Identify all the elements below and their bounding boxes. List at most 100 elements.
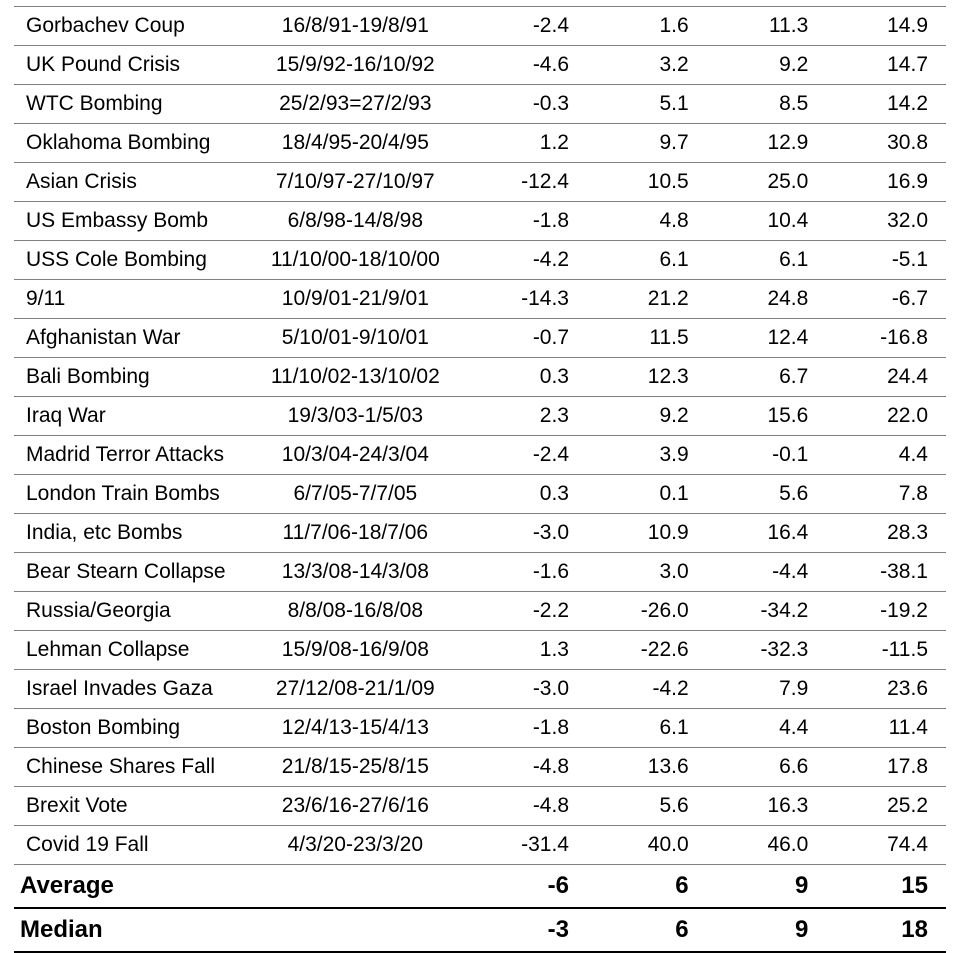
table-row: 9/1110/9/01-21/9/01-14.321.224.8-6.7 [14, 280, 946, 319]
summary-value: 6 [587, 865, 707, 909]
summary-value: 15 [826, 865, 946, 909]
value-cell: 3.0 [587, 553, 707, 592]
summary-label: Average [14, 865, 243, 909]
date-cell: 21/8/15-25/8/15 [243, 748, 467, 787]
date-cell: 16/8/91-19/8/91 [243, 7, 467, 46]
value-cell: -1.6 [467, 553, 587, 592]
value-cell: 1.6 [587, 7, 707, 46]
value-cell: -0.1 [707, 436, 827, 475]
value-cell: 6.7 [707, 358, 827, 397]
value-cell: 46.0 [707, 826, 827, 865]
events-table: Gorbachev Coup16/8/91-19/8/91-2.41.611.3… [14, 6, 946, 953]
value-cell: 11.5 [587, 319, 707, 358]
value-cell: 40.0 [587, 826, 707, 865]
value-cell: -6.7 [826, 280, 946, 319]
table-row: UK Pound Crisis15/9/92-16/10/92-4.63.29.… [14, 46, 946, 85]
summary-value: 9 [707, 908, 827, 952]
value-cell: 8.5 [707, 85, 827, 124]
summary-row: Average-66915 [14, 865, 946, 909]
event-cell: Chinese Shares Fall [14, 748, 243, 787]
date-cell: 15/9/08-16/9/08 [243, 631, 467, 670]
value-cell: -12.4 [467, 163, 587, 202]
value-cell: 12.3 [587, 358, 707, 397]
table-row: Russia/Georgia8/8/08-16/8/08-2.2-26.0-34… [14, 592, 946, 631]
table-row: Oklahoma Bombing18/4/95-20/4/951.29.712.… [14, 124, 946, 163]
event-cell: Israel Invades Gaza [14, 670, 243, 709]
date-cell: 19/3/03-1/5/03 [243, 397, 467, 436]
value-cell: 30.8 [826, 124, 946, 163]
event-cell: UK Pound Crisis [14, 46, 243, 85]
date-cell: 11/10/00-18/10/00 [243, 241, 467, 280]
table-row: Afghanistan War5/10/01-9/10/01-0.711.512… [14, 319, 946, 358]
event-cell: Bali Bombing [14, 358, 243, 397]
value-cell: -5.1 [826, 241, 946, 280]
table-row: WTC Bombing25/2/93=27/2/93-0.35.18.514.2 [14, 85, 946, 124]
value-cell: -11.5 [826, 631, 946, 670]
value-cell: -4.8 [467, 787, 587, 826]
value-cell: 16.9 [826, 163, 946, 202]
event-cell: Madrid Terror Attacks [14, 436, 243, 475]
value-cell: 3.9 [587, 436, 707, 475]
value-cell: 17.8 [826, 748, 946, 787]
value-cell: 23.6 [826, 670, 946, 709]
event-cell: Bear Stearn Collapse [14, 553, 243, 592]
value-cell: -38.1 [826, 553, 946, 592]
value-cell: 16.4 [707, 514, 827, 553]
summary-row: Median-36918 [14, 908, 946, 952]
table-row: Covid 19 Fall4/3/20-23/3/20-31.440.046.0… [14, 826, 946, 865]
value-cell: 74.4 [826, 826, 946, 865]
value-cell: 9.7 [587, 124, 707, 163]
value-cell: 32.0 [826, 202, 946, 241]
value-cell: 5.6 [587, 787, 707, 826]
value-cell: -1.8 [467, 709, 587, 748]
date-cell: 4/3/20-23/3/20 [243, 826, 467, 865]
value-cell: 25.2 [826, 787, 946, 826]
value-cell: 15.6 [707, 397, 827, 436]
table-row: Iraq War19/3/03-1/5/032.39.215.622.0 [14, 397, 946, 436]
value-cell: 2.3 [467, 397, 587, 436]
value-cell: 11.3 [707, 7, 827, 46]
value-cell: 10.9 [587, 514, 707, 553]
value-cell: 6.1 [707, 241, 827, 280]
event-cell: Brexit Vote [14, 787, 243, 826]
value-cell: -2.4 [467, 436, 587, 475]
value-cell: -4.2 [467, 241, 587, 280]
date-cell: 23/6/16-27/6/16 [243, 787, 467, 826]
event-cell: London Train Bombs [14, 475, 243, 514]
event-cell: US Embassy Bomb [14, 202, 243, 241]
value-cell: -2.2 [467, 592, 587, 631]
date-cell: 6/8/98-14/8/98 [243, 202, 467, 241]
value-cell: 11.4 [826, 709, 946, 748]
value-cell: -4.2 [587, 670, 707, 709]
date-cell: 15/9/92-16/10/92 [243, 46, 467, 85]
summary-value: -6 [467, 865, 587, 909]
summary-value: 6 [587, 908, 707, 952]
event-cell: 9/11 [14, 280, 243, 319]
value-cell: 4.8 [587, 202, 707, 241]
value-cell: -34.2 [707, 592, 827, 631]
summary-value: 18 [826, 908, 946, 952]
value-cell: 1.2 [467, 124, 587, 163]
event-cell: Russia/Georgia [14, 592, 243, 631]
event-cell: Iraq War [14, 397, 243, 436]
table-row: US Embassy Bomb6/8/98-14/8/98-1.84.810.4… [14, 202, 946, 241]
date-cell: 5/10/01-9/10/01 [243, 319, 467, 358]
date-cell: 27/12/08-21/1/09 [243, 670, 467, 709]
value-cell: -32.3 [707, 631, 827, 670]
value-cell: 7.9 [707, 670, 827, 709]
table-row: London Train Bombs6/7/05-7/7/050.30.15.6… [14, 475, 946, 514]
table-row: Madrid Terror Attacks10/3/04-24/3/04-2.4… [14, 436, 946, 475]
event-cell: Afghanistan War [14, 319, 243, 358]
value-cell: -3.0 [467, 670, 587, 709]
value-cell: 0.3 [467, 475, 587, 514]
value-cell: 5.6 [707, 475, 827, 514]
value-cell: 4.4 [707, 709, 827, 748]
value-cell: -26.0 [587, 592, 707, 631]
table-row: Brexit Vote23/6/16-27/6/16-4.85.616.325.… [14, 787, 946, 826]
date-cell: 10/9/01-21/9/01 [243, 280, 467, 319]
value-cell: 28.3 [826, 514, 946, 553]
event-cell: India, etc Bombs [14, 514, 243, 553]
value-cell: 14.2 [826, 85, 946, 124]
summary-label: Median [14, 908, 243, 952]
date-cell: 7/10/97-27/10/97 [243, 163, 467, 202]
